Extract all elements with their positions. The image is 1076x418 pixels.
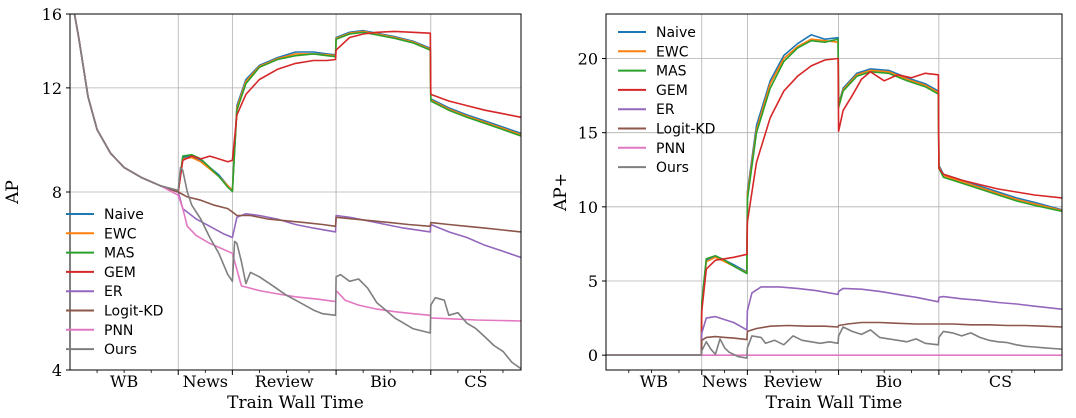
legend-label: MAS [656, 64, 687, 80]
series-line-logit-kd [73, 14, 521, 233]
chart-panel-2: 0 5 10 15 20 WB News Review Bio CS Train Wall Time… [551, 13, 1063, 413]
y-tick-label: 10 [578, 198, 598, 217]
series-line-pnn [73, 14, 521, 322]
legend-label: EWC [104, 226, 137, 242]
series-line-ours [73, 14, 521, 370]
x-axis-label: Train Wall Time [766, 393, 903, 413]
x-tick-label-news: News [702, 372, 747, 391]
series-line-ours [606, 326, 1062, 359]
series-line-gem [73, 14, 521, 193]
series-lines [606, 34, 1062, 359]
y-tick-label: 15 [578, 124, 598, 143]
x-tick-label-news: News [183, 372, 228, 391]
x-tick-label-cs: CS [989, 372, 1012, 391]
y-tick-label: 8 [52, 183, 62, 202]
y-axis-label: AP [3, 180, 23, 205]
series-line-logit-kd [606, 321, 1062, 356]
y-tick-label: 0 [588, 346, 598, 365]
legend-label: MAS [104, 246, 135, 262]
x-tick-label-review: Review [764, 372, 823, 391]
x-tick-label-cs: CS [464, 372, 487, 391]
chart-panel-1: 4 8 12 16 WB News Review Bio CS Train Wall Time AP… [3, 5, 522, 413]
legend-label: Naive [656, 25, 696, 41]
axes-frame [605, 13, 1063, 371]
series-lines [73, 14, 521, 370]
x-tick-label-bio: Bio [875, 372, 902, 391]
y-tick-label: 4 [52, 361, 62, 380]
legend: Naive EWC MAS GEM ER Logit-KD PNN Ours [66, 207, 163, 358]
y-tick-label: 5 [588, 272, 598, 291]
y-axis-label: AP+ [551, 173, 571, 212]
y-tick-label: 20 [578, 50, 598, 69]
x-tick-label-bio: Bio [370, 372, 397, 391]
x-tick-label-wb: WB [110, 372, 138, 391]
x-tick-label-wb: WB [640, 372, 668, 391]
legend-label: Logit-KD [104, 304, 163, 320]
y-tick-label: 12 [42, 79, 62, 98]
legend-label: Ours [656, 160, 689, 176]
x-axis-label: Train Wall Time [227, 393, 364, 413]
series-line-gem [606, 57, 1062, 356]
legend-label: Logit-KD [656, 122, 715, 138]
legend-label: EWC [656, 44, 689, 60]
x-tick-label-review: Review [255, 372, 314, 391]
legend-label: PNN [656, 141, 685, 157]
legend-label: ER [104, 284, 123, 300]
legend: Naive EWC MAS GEM ER Logit-KD PNN Ours [618, 25, 715, 176]
y-tick-label: 16 [42, 5, 62, 24]
legend-label: Ours [104, 342, 137, 358]
series-line-er [606, 286, 1062, 356]
legend-label: ER [656, 102, 675, 118]
legend-label: GEM [656, 83, 688, 99]
legend-label: PNN [104, 323, 133, 339]
legend-label: Naive [104, 207, 144, 223]
legend-label: GEM [104, 265, 136, 281]
